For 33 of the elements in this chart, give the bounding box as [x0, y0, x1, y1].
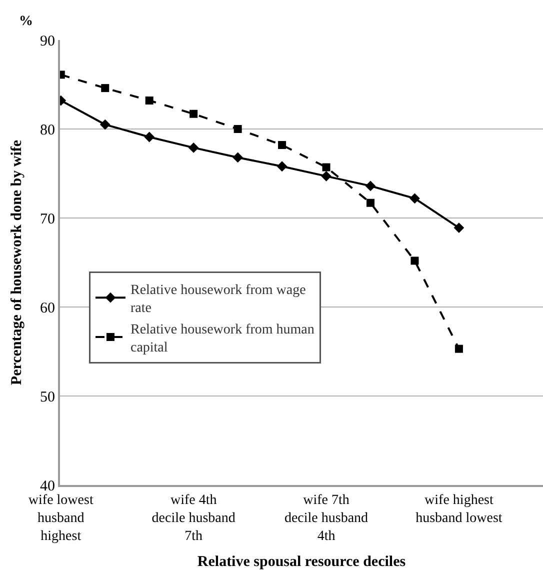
point: [188, 142, 199, 153]
point: [366, 198, 374, 207]
point: [454, 222, 464, 233]
point: [365, 180, 376, 192]
x-tick-label: wife highest husband lowest: [416, 492, 502, 526]
point: [145, 96, 154, 105]
point: [234, 125, 242, 133]
legend-label: Relative housework from wage rate: [130, 282, 306, 316]
point: [232, 152, 244, 163]
y-tick-label: 60: [40, 300, 55, 316]
point: [321, 170, 332, 182]
x-tick-label: wife 7th decile husband 4th: [284, 492, 368, 544]
legend-label: Relative housework from human capital: [130, 322, 314, 356]
y-tick-label: 90: [40, 33, 55, 50]
x-tick-label: wife lowest husband highest: [28, 492, 94, 544]
x-axis-title: Relative spousal resource deciles: [197, 554, 406, 570]
point: [190, 110, 198, 118]
point: [322, 163, 330, 172]
point: [100, 119, 110, 130]
y-tick-label: 40: [40, 478, 55, 494]
point: [144, 132, 155, 142]
y-tick-label: 70: [40, 211, 55, 228]
point: [101, 84, 110, 92]
point: [410, 193, 420, 204]
y-axis-title: Percentage of housework done by wife: [8, 140, 25, 386]
point: [410, 256, 419, 265]
y-tick-label: 80: [40, 122, 55, 138]
point: [278, 141, 286, 150]
text: %: [19, 14, 33, 29]
point: [276, 161, 288, 172]
y-tick-label: 50: [40, 389, 55, 406]
point: [454, 344, 463, 353]
x-tick-label: wife 4th decile husband 7th: [152, 492, 236, 544]
